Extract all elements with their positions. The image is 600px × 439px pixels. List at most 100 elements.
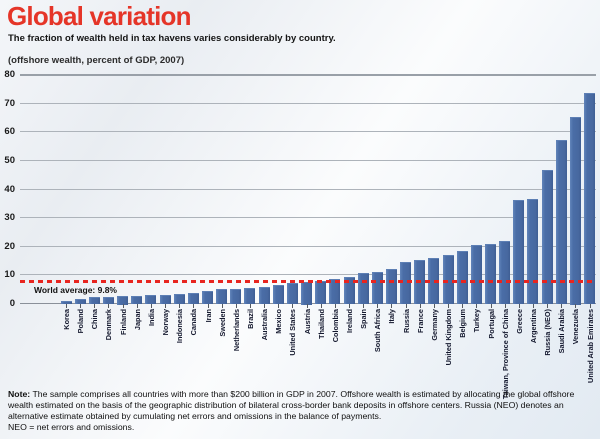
- x-axis-label: Venezuela: [571, 309, 581, 345]
- x-axis-label: Denmark: [104, 309, 114, 341]
- bar-south-africa: [371, 272, 383, 305]
- bar-korea: [60, 300, 72, 305]
- gridline-10: [20, 274, 596, 276]
- bar-spain: [357, 273, 369, 305]
- x-axis-tick: [264, 304, 266, 308]
- x-axis-label: United States: [288, 309, 298, 356]
- x-axis-tick: [94, 304, 96, 308]
- bar-turkey: [470, 245, 482, 305]
- x-axis-label: Sweden: [217, 309, 227, 337]
- x-axis-tick: [80, 304, 82, 308]
- y-axis-tick-label: 40: [4, 183, 15, 195]
- bar-sweden: [216, 289, 228, 305]
- x-axis-tick: [193, 304, 195, 308]
- x-axis-tick: [405, 304, 407, 308]
- x-axis-tick: [207, 304, 209, 308]
- bar-venezuela: [569, 117, 581, 305]
- bar-canada: [187, 292, 199, 305]
- x-axis-tick: [320, 304, 322, 308]
- x-axis-tick: [589, 304, 591, 308]
- x-axis-tick: [122, 304, 124, 308]
- bar-russia-neo: [541, 170, 553, 305]
- world-average-label: World average: 9.8%: [34, 285, 117, 295]
- world-average-dashed-line: [20, 280, 596, 283]
- x-axis-label: Portugal: [486, 309, 496, 339]
- y-axis-tick-label: 70: [4, 97, 15, 109]
- gridline-50: [20, 159, 596, 161]
- x-axis-label: Thailand: [316, 309, 326, 339]
- x-axis-tick: [419, 304, 421, 308]
- x-axis-label: Turkey: [472, 309, 482, 333]
- x-axis-label: Taiwan, Province of China: [500, 309, 510, 400]
- bar-japan: [131, 296, 143, 305]
- x-axis-label: China: [90, 309, 100, 330]
- bar-united-kingdom: [442, 254, 454, 305]
- x-axis-tick: [363, 304, 365, 308]
- x-axis-label: Mexico: [274, 309, 284, 334]
- bar-mexico: [272, 285, 284, 305]
- note-line2: NEO = net errors and omissions.: [8, 422, 135, 432]
- x-axis-label: Finland: [118, 309, 128, 335]
- bar-norway: [159, 294, 171, 305]
- x-axis-label: Belgium: [458, 309, 468, 338]
- chart-title: Global variation: [7, 1, 191, 31]
- x-axis-tick: [433, 304, 435, 308]
- x-axis-tick: [532, 304, 534, 308]
- x-axis-tick: [249, 304, 251, 308]
- x-axis-label: Netherlands: [231, 309, 241, 352]
- x-axis-tick: [462, 304, 464, 308]
- x-axis-label: India: [146, 309, 156, 327]
- y-axis-tick-label: 50: [4, 154, 15, 166]
- y-axis-tick-label: 30: [4, 212, 15, 224]
- x-axis-label: Greece: [514, 309, 524, 334]
- bar-italy: [385, 268, 397, 305]
- x-axis-label: Canada: [189, 309, 199, 336]
- x-axis-tick: [108, 304, 110, 308]
- x-axis-label: Japan: [132, 309, 142, 331]
- chart-note: Note: The sample comprises all countries…: [8, 389, 594, 433]
- note-text: The sample comprises all countries with …: [8, 389, 575, 421]
- bar-russia: [400, 261, 412, 305]
- bar-thailand: [315, 281, 327, 305]
- bar-poland: [74, 299, 86, 305]
- x-axis-tick: [490, 304, 492, 308]
- bar-argentina: [527, 198, 539, 305]
- note-label: Note:: [8, 389, 31, 399]
- x-axis-label: Saudi Arabia: [557, 309, 567, 354]
- bar-austria: [301, 282, 313, 305]
- bar-indonesia: [173, 294, 185, 305]
- x-axis-tick: [391, 304, 393, 308]
- x-axis-label: United Kingdom: [444, 309, 454, 366]
- x-axis-tick: [179, 304, 181, 308]
- y-axis-tick-label: 0: [9, 298, 15, 309]
- x-axis-label: Colombia: [330, 309, 340, 343]
- y-axis-unit-label: (offshore wealth, percent of GDP, 2007): [8, 55, 185, 66]
- x-axis-label: Iran: [203, 309, 213, 323]
- bar-belgium: [456, 251, 468, 305]
- x-axis-tick: [66, 304, 67, 308]
- bar-saudi-arabia: [555, 140, 567, 305]
- bar-australia: [258, 286, 270, 305]
- x-axis-label: Germany: [429, 309, 439, 341]
- bar-iran: [202, 290, 213, 305]
- x-axis-tick: [377, 304, 379, 308]
- x-axis-tick: [292, 304, 294, 308]
- bar-brazil: [244, 287, 256, 305]
- gridline-70: [20, 102, 596, 104]
- bar-ireland: [343, 276, 355, 305]
- x-axis-tick: [221, 304, 223, 308]
- bar-denmark: [102, 296, 114, 305]
- x-axis-tick: [518, 304, 520, 308]
- x-axis-tick: [349, 304, 350, 308]
- x-axis-tick: [150, 304, 152, 308]
- y-axis-tick-label: 10: [4, 269, 15, 281]
- x-axis-label: Russia (NEO): [543, 309, 553, 356]
- x-axis-label: France: [415, 309, 425, 333]
- bar-finland: [117, 296, 129, 305]
- bar-united-arab-emirates: [584, 93, 596, 305]
- x-axis-label: Italy: [387, 309, 397, 324]
- x-axis-label: Brazil: [245, 309, 255, 329]
- y-axis-tick-label: 20: [4, 240, 15, 252]
- gridline-30: [20, 217, 596, 219]
